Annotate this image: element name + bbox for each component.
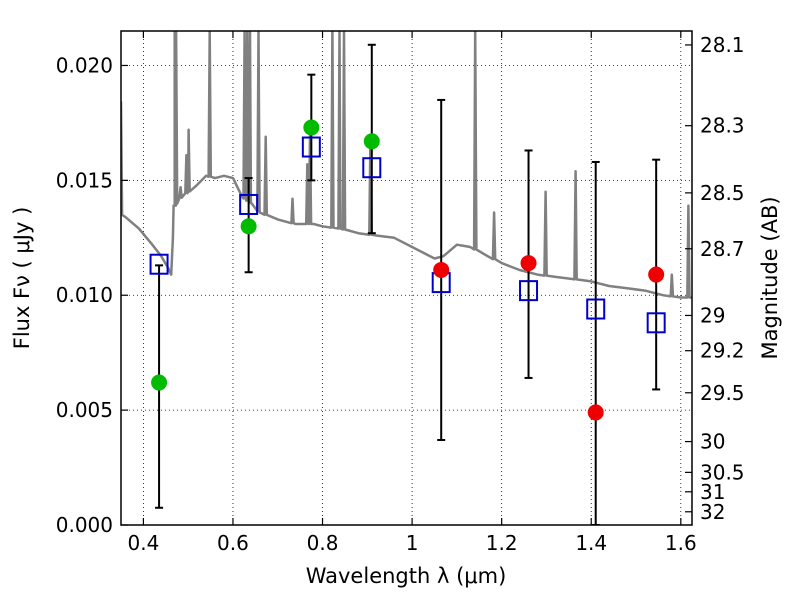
x-tick-label: 0.4 xyxy=(127,531,159,555)
y2-tick-label: 29 xyxy=(700,303,725,327)
green-data-point xyxy=(151,374,168,391)
y-tick-label: 0.000 xyxy=(56,513,113,537)
model-square-point xyxy=(149,253,169,275)
model-square-point xyxy=(519,280,539,302)
y-tick-label: 0.015 xyxy=(56,168,113,192)
model-square-point xyxy=(239,193,259,215)
green-data-point xyxy=(303,119,320,136)
x-tick-label: 1.6 xyxy=(665,531,697,555)
x-tick-label: 1.2 xyxy=(486,531,518,555)
grid xyxy=(121,31,692,526)
y-axis-label: Flux Fν ( μJy ) xyxy=(10,207,34,350)
x-tick-label: 1.4 xyxy=(575,531,607,555)
red-data-point xyxy=(433,261,450,278)
x-tick-label: 0.6 xyxy=(217,531,249,555)
red-data-point xyxy=(648,266,665,283)
model-square-point xyxy=(586,298,606,320)
y2-tick-label: 30.5 xyxy=(700,460,745,484)
model-spectrum xyxy=(121,31,692,299)
tick-labels: 0.4 0.6 0.8 1 1.2 1.4 1.6 0.000 0.005 0.010 0.015 0… xyxy=(56,33,745,555)
model-square-point xyxy=(301,136,321,158)
y2-tick-label: 28.1 xyxy=(700,33,745,57)
y2-axis-label: Magnitude (AB) xyxy=(758,196,782,359)
model-square-point xyxy=(646,312,666,334)
data-markers xyxy=(149,119,666,421)
y2-tick-label: 29.2 xyxy=(700,339,745,363)
y2-tick-label: 29.5 xyxy=(700,381,745,405)
y2-tick-label: 28.7 xyxy=(700,237,745,261)
y2-tick-label: 28.3 xyxy=(700,114,745,138)
x-axis-label: Wavelength λ (μm) xyxy=(306,564,507,588)
y-tick-label: 0.005 xyxy=(56,398,113,422)
x-tick-label: 0.8 xyxy=(307,531,339,555)
y-tick-label: 0.010 xyxy=(56,283,113,307)
spectrum-line xyxy=(121,31,692,299)
y2-tick-label: 32 xyxy=(700,500,725,524)
green-data-point xyxy=(363,133,380,150)
red-data-point xyxy=(587,404,604,421)
x-tick-label: 1 xyxy=(406,531,419,555)
y-tick-label: 0.020 xyxy=(56,53,113,77)
axes xyxy=(120,30,693,526)
errorbars xyxy=(155,43,661,525)
y2-tick-label: 30 xyxy=(700,430,725,454)
y2-tick-label: 28.5 xyxy=(700,181,745,205)
red-data-point xyxy=(520,255,537,272)
y2-tick-label: 31 xyxy=(700,480,725,504)
green-data-point xyxy=(240,218,257,235)
model-square-point xyxy=(362,157,382,179)
plot-frame xyxy=(120,30,693,526)
